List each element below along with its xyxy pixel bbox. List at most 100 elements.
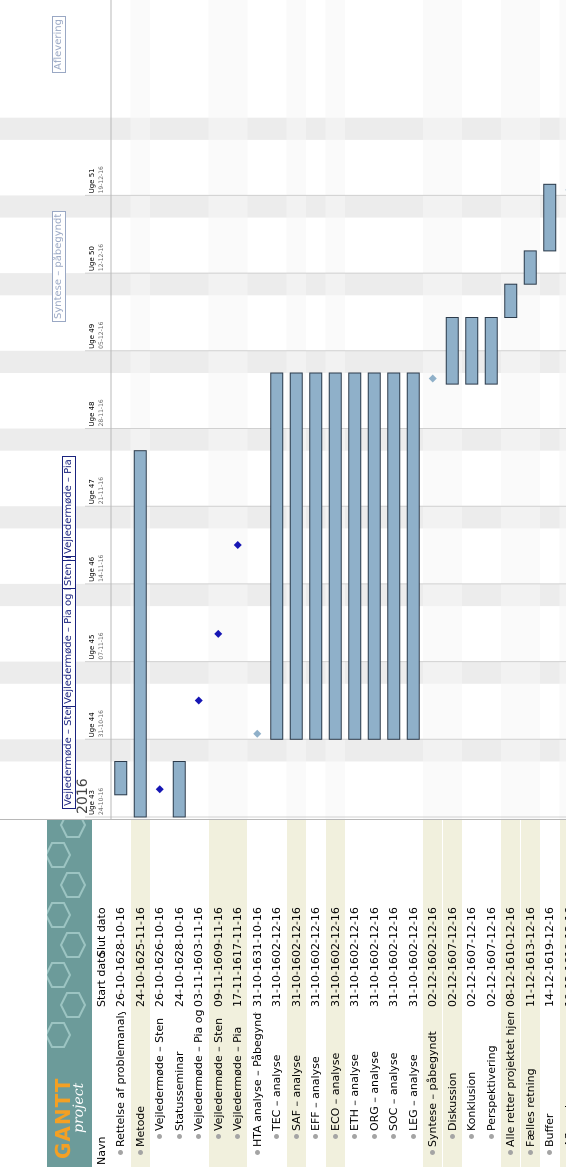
task-row[interactable]: Vejledermøde – Pia og K... 03-11-16 03-11-…	[189, 820, 208, 1167]
weekend-stripe	[0, 350, 566, 373]
task-bullet-icon	[332, 1134, 338, 1139]
task-end-date: 10-12-16	[504, 907, 517, 957]
task-name: Vejledermøde – Sten	[153, 1017, 166, 1131]
task-row[interactable]: Aflevering 19-12-16 19-12-16	[559, 820, 566, 1167]
task-row[interactable]: LEG – analyse 31-10-16 02-12-16	[404, 820, 423, 1167]
task-start-date: 03-11-16	[192, 957, 205, 1007]
task-end-date: 07-12-16	[445, 907, 459, 957]
task-row[interactable]: ETH – analyse 31-10-16 02-12-16	[345, 820, 364, 1167]
milestone-label[interactable]: Sten	[62, 560, 76, 589]
header-end-date[interactable]: Slut dato	[95, 907, 108, 957]
task-name: EFF – analyse	[309, 1056, 322, 1131]
task-bar	[504, 283, 518, 318]
task-row[interactable]: HTA analyse – Påbegyndt 31-10-16 31-10-16	[248, 820, 267, 1167]
week-date: 31-10-16	[98, 710, 105, 738]
task-end-date: 31-10-16	[250, 907, 264, 957]
task-row[interactable]: SOC – analyse 31-10-16 02-12-16	[384, 820, 403, 1167]
milestone-label[interactable]: Vejledermøde – Pia	[62, 456, 76, 557]
milestone-label[interactable]: Vejledermøde – Sten	[62, 700, 76, 809]
task-bullet-icon	[196, 1134, 201, 1139]
task-bar	[465, 317, 479, 385]
task-end-date: 02-12-16	[367, 907, 381, 957]
milestone-label[interactable]: Syntese – påbegyndt	[52, 210, 66, 322]
task-name: ETH – analyse	[348, 1054, 361, 1131]
task-row[interactable]: TEC – analyse 31-10-16 02-12-16	[267, 820, 286, 1167]
task-row[interactable]: Perspektivering 02-12-16 07-12-16	[482, 820, 501, 1167]
task-name: ORG – analyse	[367, 1051, 381, 1131]
task-row[interactable]: Statusseminar 24-10-16 28-10-16	[170, 820, 189, 1167]
task-bullet-icon	[488, 1134, 494, 1139]
row-stripe	[228, 0, 248, 819]
task-row[interactable]: Vejledermøde – Pia 17-11-16 17-11-16	[228, 820, 247, 1167]
task-bar	[484, 317, 498, 385]
task-start-date: 08-12-16	[504, 957, 517, 1007]
logo-sub-text: project	[71, 1082, 87, 1133]
task-name: Fælles retning	[523, 1068, 537, 1147]
task-end-date: 03-11-16	[192, 907, 205, 957]
task-start-date: 31-10-16	[348, 957, 361, 1007]
task-start-date: 19-12-16	[562, 957, 566, 1007]
task-row[interactable]: Buffer 14-12-16 19-12-16	[540, 820, 559, 1167]
task-row[interactable]: SAF – analyse 31-10-16 02-12-16	[286, 820, 306, 1167]
header-start-date[interactable]: Start dato	[95, 951, 108, 1007]
task-bullet-icon	[293, 1134, 299, 1139]
week-date: 28-11-16	[98, 399, 105, 427]
task-bar	[445, 317, 459, 385]
task-row[interactable]: Vejledermøde – Sten 26-10-16 26-10-16	[150, 820, 169, 1167]
task-row[interactable]: Vejledermøde – Sten 09-11-16 09-11-16	[208, 820, 228, 1167]
task-bullet-icon	[371, 1134, 377, 1139]
weekend-stripe	[0, 739, 566, 762]
row-stripe	[501, 0, 521, 819]
task-start-date: 26-10-16	[114, 957, 127, 1007]
task-name: Diskussion	[445, 1072, 459, 1131]
task-name: TEC – analyse	[270, 1054, 283, 1131]
task-name: Rettelse af problemanalyse	[114, 1012, 127, 1147]
row-stripe	[559, 0, 566, 819]
task-row[interactable]: Rettelse af problemanalyse 26-10-16 28-10-…	[111, 820, 130, 1167]
task-start-date: 31-10-16	[270, 957, 283, 1007]
task-name: SOC – analyse	[387, 1052, 400, 1131]
task-bullet-icon	[449, 1134, 455, 1139]
task-name: Syntese – påbegyndt	[426, 1031, 439, 1147]
task-row[interactable]: Diskussion 02-12-16 07-12-16	[442, 820, 462, 1167]
task-start-date: 17-11-16	[231, 957, 244, 1007]
task-end-date: 02-12-16	[348, 907, 361, 957]
table-header: Navn Start dato Slut dato	[92, 820, 111, 1167]
task-row[interactable]: ECO – analyse 31-10-16 02-12-16	[325, 820, 345, 1167]
task-bullet-icon	[137, 1150, 143, 1155]
task-bullet-icon	[254, 1150, 260, 1155]
task-end-date: 07-12-16	[484, 907, 498, 957]
task-end-date: 02-12-16	[406, 907, 420, 957]
task-end-date: 13-12-16	[523, 907, 537, 957]
task-row[interactable]: Syntese – påbegyndt 02-12-16 02-12-16	[423, 820, 442, 1167]
milestone-label[interactable]: Aflevering	[52, 16, 66, 73]
milestone-diamond-icon	[233, 541, 242, 550]
task-bar	[387, 372, 401, 740]
task-start-date: 31-10-16	[367, 957, 381, 1007]
task-start-date: 24-10-16	[133, 957, 147, 1007]
task-bar	[309, 372, 323, 740]
milestone-diamond-icon	[428, 374, 437, 383]
task-row[interactable]: Metode 24-10-16 25-11-16	[130, 820, 150, 1167]
task-start-date: 11-12-16	[523, 957, 537, 1007]
task-start-date: 14-12-16	[543, 957, 556, 1007]
task-row[interactable]: EFF – analyse 31-10-16 02-12-16	[306, 820, 325, 1167]
weekend-stripe	[0, 117, 566, 140]
task-end-date: 02-12-16	[328, 907, 342, 957]
week-label: Uge 46	[88, 556, 96, 582]
task-bar	[289, 372, 303, 740]
task-row[interactable]: Konklusion 02-12-16 07-12-16	[462, 820, 481, 1167]
task-start-date: 31-10-16	[250, 957, 264, 1007]
milestone-diamond-icon	[253, 729, 262, 738]
task-name: SAF – analyse	[289, 1054, 303, 1131]
task-end-date: 19-12-16	[543, 907, 556, 957]
task-bullet-icon	[547, 1150, 552, 1155]
row-stripe	[520, 0, 540, 819]
task-end-date: 02-12-16	[289, 907, 303, 957]
weekend-stripe	[0, 273, 566, 296]
task-row[interactable]: Alle retter projektet hjem... 08-12-16 10-…	[501, 820, 520, 1167]
task-row[interactable]: Fælles retning 11-12-16 13-12-16	[520, 820, 540, 1167]
task-row[interactable]: ORG – analyse 31-10-16 02-12-16	[365, 820, 384, 1167]
task-start-date: 26-10-16	[153, 957, 166, 1007]
header-name[interactable]: Navn	[95, 1136, 108, 1165]
